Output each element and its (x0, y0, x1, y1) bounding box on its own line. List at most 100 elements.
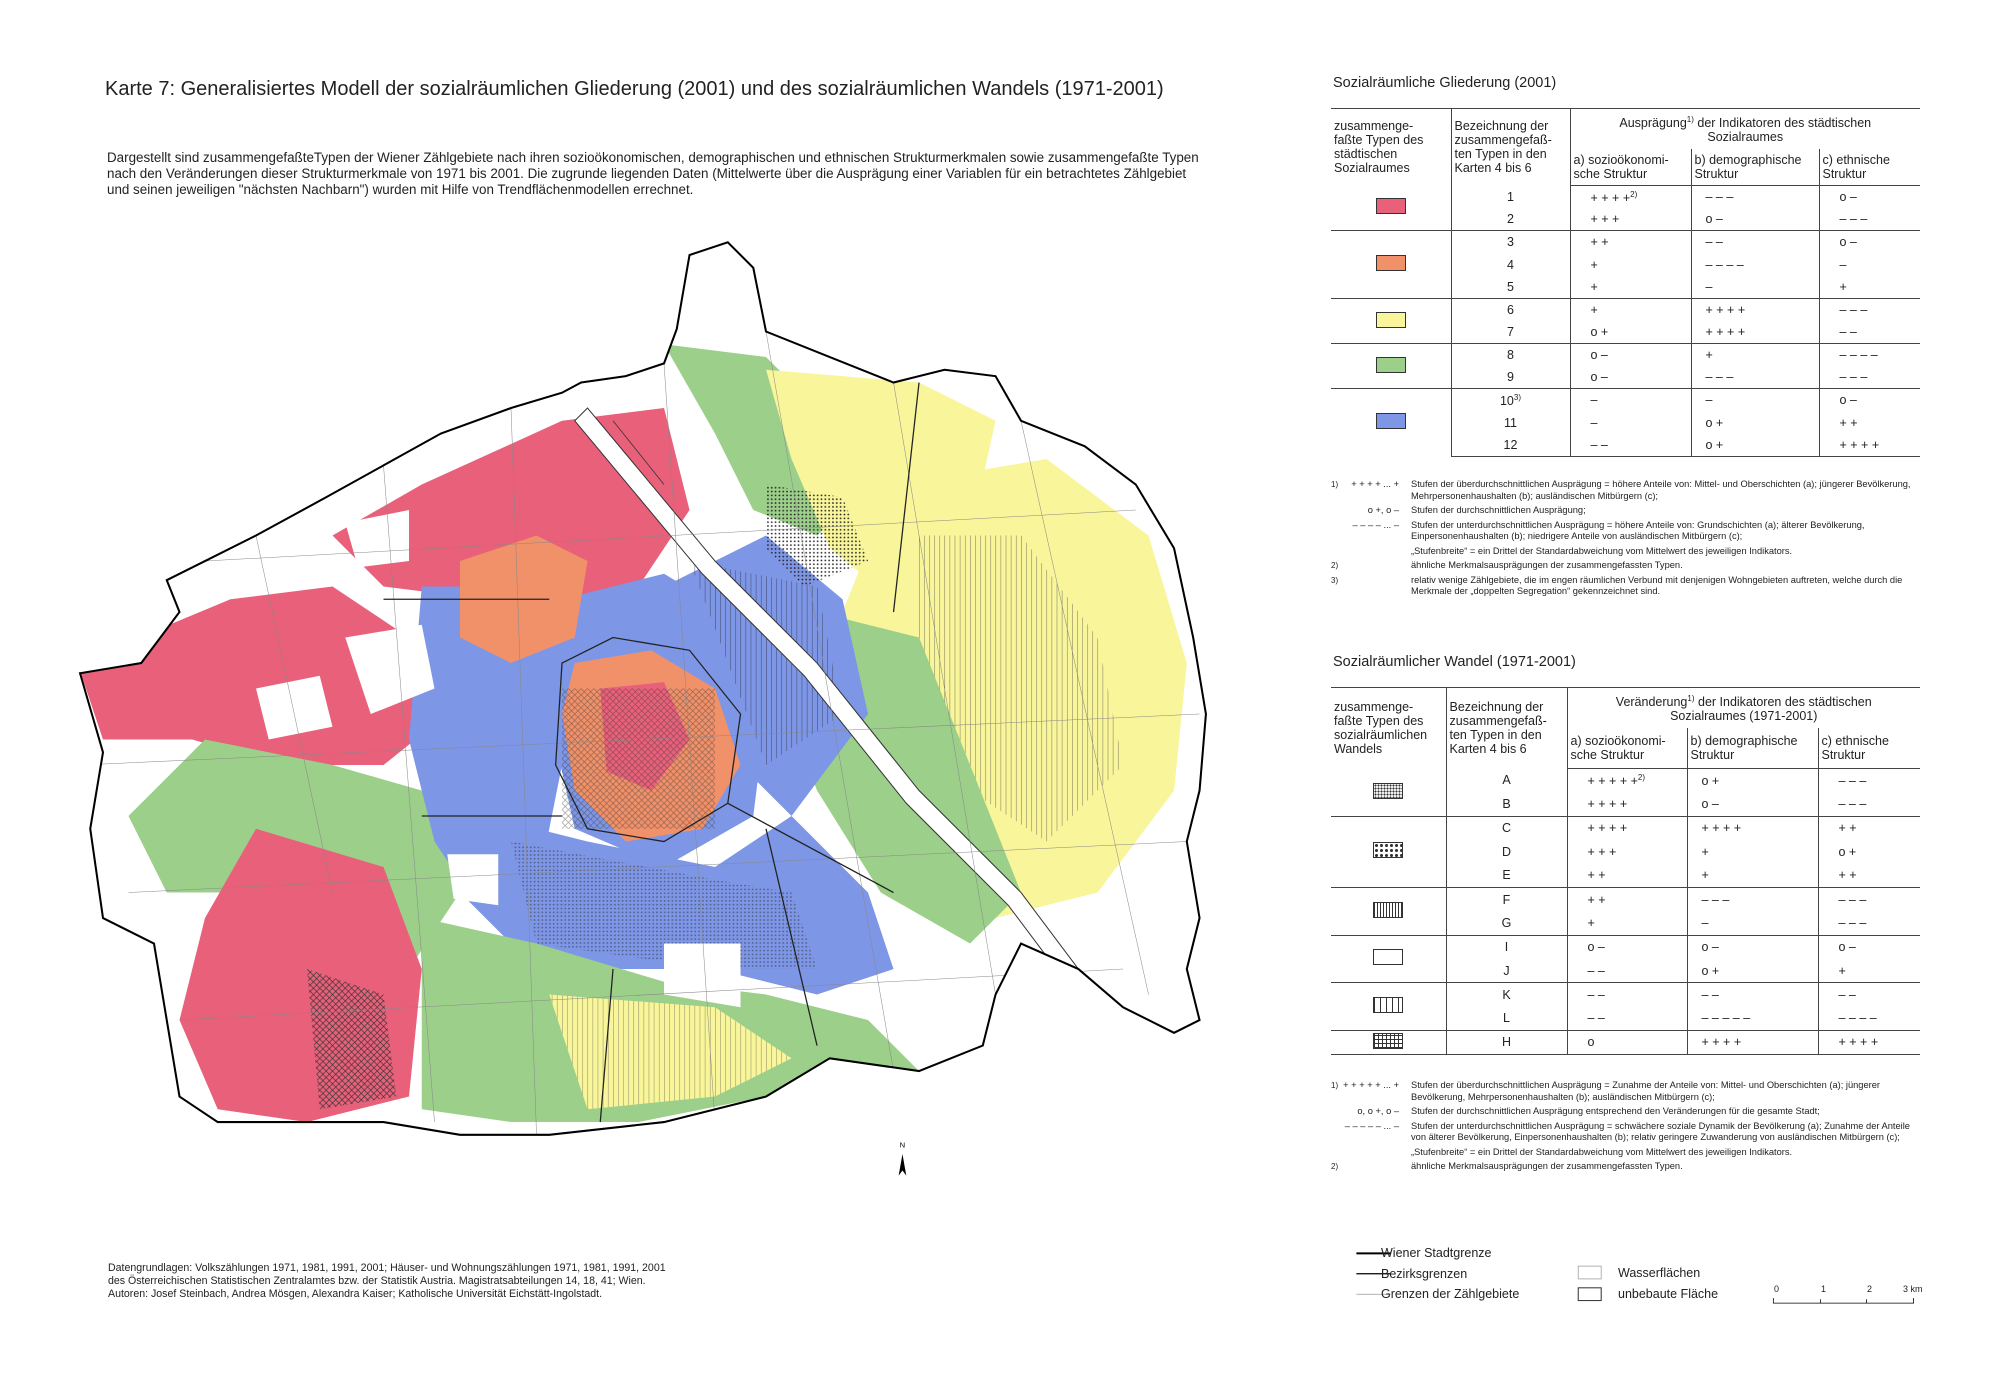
indicator-value: – – (1817, 982, 1921, 1007)
indicator-value: o + (1569, 321, 1691, 344)
table-row: 1 + + + +2) – – – o – (1331, 185, 1921, 215)
indicator-text: + + + + (1705, 325, 1746, 340)
type-id: 8 (1450, 343, 1570, 367)
footnote-number: 3) (1331, 575, 1339, 585)
indicator-value: + (1569, 253, 1691, 276)
table-row: 9 o – – – – – – – (1331, 366, 1921, 389)
footnote: – – – – – ... – Stufen der unterdurchschn… (1331, 1121, 1921, 1144)
hatch (689, 561, 843, 766)
indicator-value: + + + + (1566, 792, 1687, 817)
indicator-text: – – – (1838, 892, 1867, 907)
source-line: Datengrundlagen: Volkszählungen 1971, 19… (108, 1262, 666, 1274)
table-row: F + + – – – – – – (1331, 886, 1921, 936)
indicator-value: – – (1818, 321, 1921, 344)
indicator-text: – (1590, 393, 1598, 408)
footnote: o, o +, o – Stufen der durchschnittlichen… (1331, 1106, 1921, 1118)
type-id: B (1445, 792, 1567, 817)
indicator-text: – – – – – (1701, 1011, 1751, 1026)
table-row: 12 – – o + + + + + (1331, 434, 1921, 458)
type-label: 7 (1507, 325, 1514, 340)
data-table: zusammenge- faßte Typen des sozialräumli… (1331, 687, 1921, 1055)
swatch (1375, 413, 1406, 430)
indicator-value: – (1690, 388, 1819, 412)
district-borders (383, 382, 920, 1123)
type-label: K (1502, 987, 1511, 1002)
indicator-text: + + + + (1701, 821, 1742, 836)
type-id: 3 (1450, 230, 1570, 254)
indicator-text: + + (1590, 235, 1609, 250)
indicator-value: o – (1818, 388, 1921, 412)
type-label: C (1501, 821, 1512, 836)
swatch (1373, 1032, 1404, 1049)
swatch (1373, 996, 1404, 1013)
river-line (612, 420, 665, 485)
swatch (1373, 842, 1404, 859)
footnotes: 1) + + + + + ... + Stufen der überdurchsch… (1331, 1080, 1921, 1176)
footnote-text: Stufen der überdurchschnittlichen Ausprä… (1411, 1080, 1880, 1102)
footnote-symbol: + + + + ... + (1351, 479, 1399, 489)
zone-borders (80, 331, 1200, 1135)
type-id: D (1445, 839, 1567, 864)
indicator-value: – – – – (1817, 1006, 1921, 1031)
footnote-number: 2) (1331, 1162, 1339, 1171)
indicator-text: + + + + (1701, 1035, 1742, 1050)
footnote: o +, o – Stufen der durchschnittlichen Au… (1331, 505, 1921, 517)
type-id: I (1445, 934, 1567, 959)
swatch-cell (1331, 230, 1451, 299)
indicator-text: + + + + (1587, 821, 1628, 836)
type-id: K (1445, 982, 1567, 1007)
indicator-value: o – (1818, 185, 1921, 209)
swatch-cell (1331, 982, 1446, 1031)
type-label: G (1501, 915, 1512, 930)
data-table: zusammenge- faßte Typen des städtischen … (1331, 108, 1921, 458)
swatch (1375, 198, 1406, 215)
table-row: 6 + + + + + – – – (1331, 297, 1921, 344)
footnote: „Stufenbreite“ = ein Drittel der Standar… (1331, 546, 1921, 558)
type-id: G (1445, 911, 1567, 936)
type-id: 12 (1450, 434, 1570, 458)
header-text: der Indikatoren des städtischen Sozialra… (1697, 116, 1872, 145)
table-row: 7 o + + + + + – – (1331, 321, 1921, 344)
footnote-text: ähnliche Merkmalsausprägungen der zusamm… (1411, 560, 1683, 570)
indicator-text: – – – (1838, 915, 1867, 930)
footnote-text: relativ wenige Zählgebiete, die im engen… (1411, 574, 1903, 597)
footnote: 3) relativ wenige Zählgebiete, die im eng… (1331, 575, 1921, 598)
indicator-text: o + (1838, 844, 1857, 859)
header-cell: b) demographische Struktur (1686, 727, 1818, 769)
hatch (766, 484, 869, 587)
table-row: 8 o – + – – – – (1331, 343, 1921, 389)
type-label: F (1502, 892, 1511, 907)
footnote-text: Stufen der unterdurchschnittlichen Auspr… (1411, 519, 1865, 542)
indicator-text: + + (1838, 868, 1857, 883)
hatch (549, 994, 792, 1110)
footnote-symbol: o, o +, o – (1357, 1106, 1399, 1116)
header-cell: Bezeichnung der zusammengefaß- ten Typen… (1450, 108, 1570, 186)
table-row: J – – o + + (1331, 958, 1921, 983)
scale-label: 3 km (1903, 1284, 1923, 1294)
type-label: B (1502, 796, 1511, 811)
swatch-cell (1331, 388, 1451, 457)
footnote-mark: o, o +, o – (1331, 1106, 1411, 1118)
header-cell: zusammenge- faßte Typen des sozialräumli… (1331, 687, 1446, 769)
type-label: 1 (1507, 189, 1514, 204)
indicator-value: – – – (1686, 886, 1818, 912)
indicator-text: o (1587, 1035, 1595, 1050)
indicator-text: + + + (1590, 212, 1620, 227)
indicator-value: – – (1690, 230, 1819, 254)
indicator-text: + + (1587, 892, 1606, 907)
footnote-mark: 2) (1331, 560, 1411, 572)
indicator-value: + (1569, 275, 1691, 299)
type-id: J (1445, 958, 1567, 983)
indicator-text: + (1587, 915, 1595, 930)
table-row: 103) – – o – (1331, 388, 1921, 457)
swatch (1373, 901, 1404, 918)
indicator-value: – – – (1690, 185, 1819, 209)
indicator-text: o – (1839, 235, 1857, 250)
indicator-value: o – (1817, 934, 1921, 959)
indicator-text: – (1590, 415, 1598, 430)
table-title: Sozialräumlicher Wandel (1971-2001) (1333, 654, 1576, 670)
source-line: des Österreichischen Statistischen Zentr… (108, 1275, 646, 1287)
indicator-value: – – (1566, 982, 1687, 1007)
